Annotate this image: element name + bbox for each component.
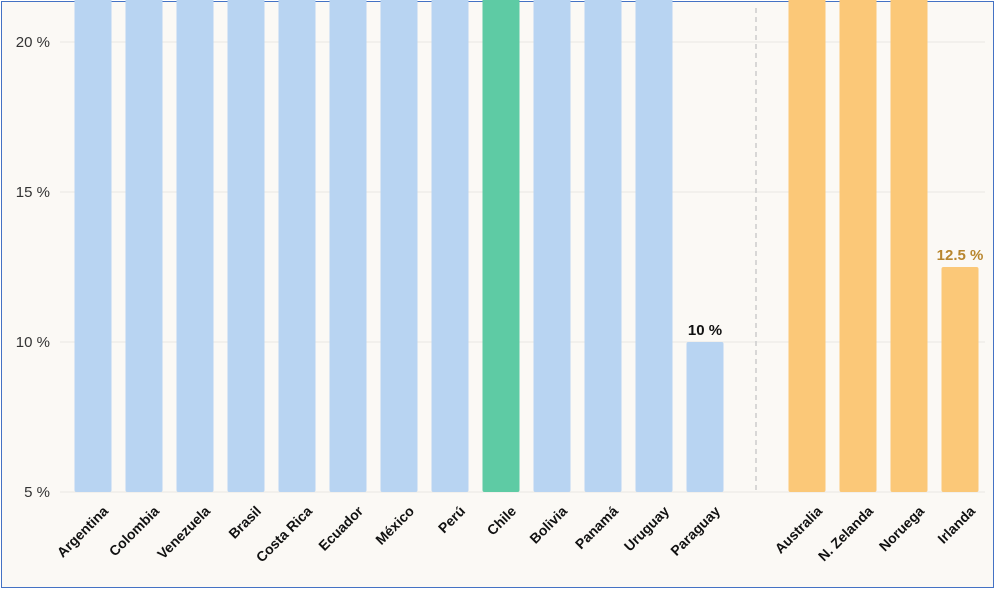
category-label: Venezuela — [154, 503, 213, 562]
bar-irlanda — [941, 267, 979, 492]
bar-n-zelanda — [839, 0, 877, 492]
bar-value-label: 10 % — [688, 322, 722, 339]
bar-brasil — [227, 0, 265, 492]
category-label: Irlanda — [934, 503, 978, 547]
bar-paraguay — [686, 342, 724, 492]
category-label: México — [372, 503, 417, 548]
bar-value-label: 12.5 % — [937, 247, 984, 264]
bar-bolivia — [533, 0, 571, 492]
category-label: Perú — [435, 503, 468, 536]
bar-per- — [431, 0, 469, 492]
category-label: Chile — [484, 503, 520, 539]
category-label: Australia — [771, 503, 825, 557]
y-tick-label: 20 % — [16, 34, 50, 51]
bar-uruguay — [635, 0, 673, 492]
y-tick-label: 10 % — [16, 334, 50, 351]
bar-chile — [482, 0, 520, 492]
bar-costa-rica — [278, 0, 316, 492]
category-label: Ecuador — [315, 502, 366, 553]
category-label: Uruguay — [621, 503, 673, 555]
category-label: Paraguay — [667, 503, 723, 559]
y-tick-label: 15 % — [16, 184, 50, 201]
category-label: N. Zelanda — [815, 503, 877, 565]
bar-australia — [788, 0, 826, 492]
category-label: Argentina — [54, 503, 112, 561]
y-tick-label: 5 % — [24, 484, 50, 501]
bar-noruega — [890, 0, 928, 492]
category-label: Brasil — [225, 503, 264, 542]
bar-m-xico — [380, 0, 418, 492]
bar-panam- — [584, 0, 622, 492]
bar-colombia — [125, 0, 163, 492]
bar-ecuador — [329, 0, 367, 492]
bar-argentina — [74, 0, 112, 492]
category-label: Panamá — [572, 503, 621, 552]
bar-venezuela — [176, 0, 214, 492]
category-label: Noruega — [876, 503, 928, 555]
category-label: Bolivia — [526, 503, 570, 547]
